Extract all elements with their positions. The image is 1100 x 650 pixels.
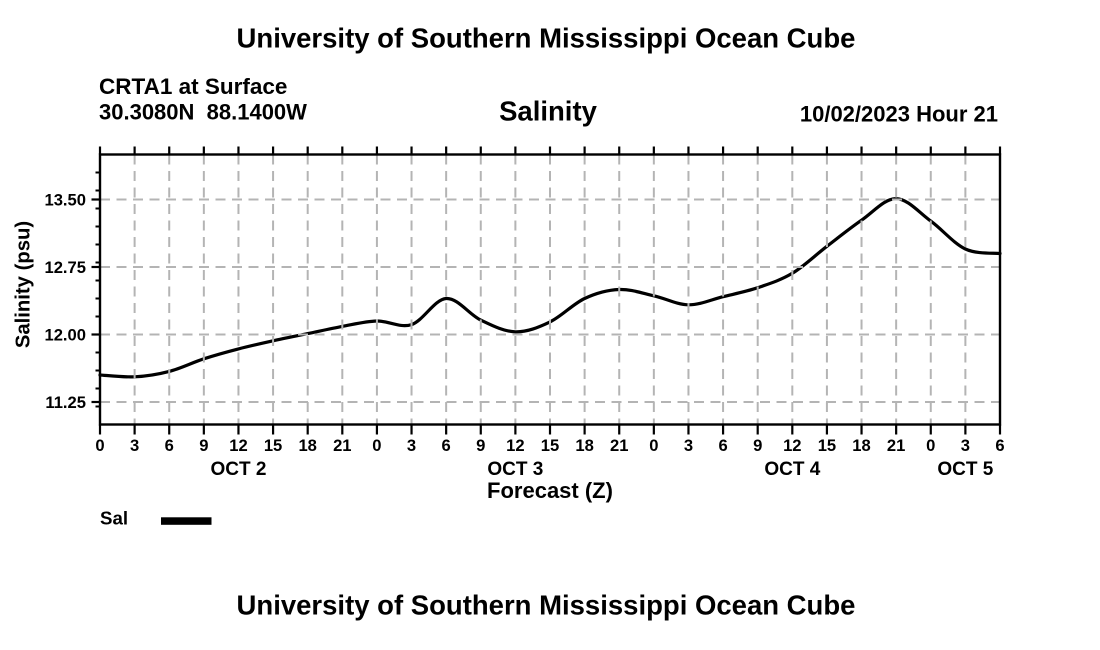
x-tick-label: 3 (407, 436, 416, 455)
y-axis-title: Salinity (psu) (13, 221, 35, 348)
datetime-label: 10/02/2023 Hour 21 (800, 102, 998, 127)
variable-title: Salinity (499, 96, 598, 127)
x-tick-label: 18 (575, 436, 593, 455)
next-plot-title: University of Southern Mississippi Ocean… (237, 590, 856, 621)
gridline-layer (100, 154, 1000, 425)
y-tick-label: 12.75 (44, 258, 86, 277)
legend-series-label: Sal (100, 508, 128, 529)
x-tick-label: 12 (229, 436, 247, 455)
x-day-label: OCT 3 (487, 459, 543, 480)
x-tick-label: 0 (372, 436, 381, 455)
y-tick-label: 11.25 (45, 393, 86, 412)
x-tick-label: 9 (753, 436, 762, 455)
x-tick-label: 6 (718, 436, 727, 455)
x-tick-label: 18 (298, 436, 316, 455)
legend-line-swatch (161, 517, 212, 525)
x-tick-label: 15 (264, 436, 282, 455)
station-coordinates-label: 30.3080N 88.1400W (99, 100, 307, 125)
x-tick-label: 0 (649, 436, 658, 455)
station-name-label: CRTA1 at Surface (99, 74, 287, 99)
page-title: University of Southern Mississippi Ocean… (237, 23, 856, 54)
x-tick-label: 3 (961, 436, 970, 455)
x-tick-label: 6 (165, 436, 174, 455)
x-tick-label: 6 (995, 436, 1004, 455)
x-day-label: OCT 5 (937, 459, 993, 480)
x-tick-label: 21 (610, 436, 628, 455)
x-tick-label: 15 (541, 436, 559, 455)
x-day-label: OCT 4 (764, 459, 820, 480)
x-tick-label: 18 (852, 436, 870, 455)
x-tick-label: 15 (818, 436, 836, 455)
x-axis-title: Forecast (Z) (487, 478, 613, 503)
x-tick-label: 9 (476, 436, 485, 455)
x-tick-label: 12 (783, 436, 801, 455)
x-tick-label: 6 (442, 436, 451, 455)
x-tick-label: 9 (199, 436, 208, 455)
x-day-label: OCT 2 (210, 459, 266, 480)
x-tick-label: 3 (130, 436, 139, 455)
y-tick-label: 13.50 (44, 190, 86, 209)
x-tick-label: 3 (684, 436, 693, 455)
x-tick-label: 0 (95, 436, 104, 455)
x-tick-label: 12 (506, 436, 524, 455)
y-tick-label: 12.00 (44, 325, 86, 344)
tick-label-layer: 0 3 6 9 12 15 18 21 0 3 6 9 12 15 18 21 0 3 6 9 12 15 18 21 0 3 6 1… (44, 190, 1004, 480)
x-tick-label: 21 (333, 436, 351, 455)
x-tick-label: 0 (926, 436, 935, 455)
x-tick-label: 21 (887, 436, 905, 455)
tick-layer (91, 146, 1002, 435)
